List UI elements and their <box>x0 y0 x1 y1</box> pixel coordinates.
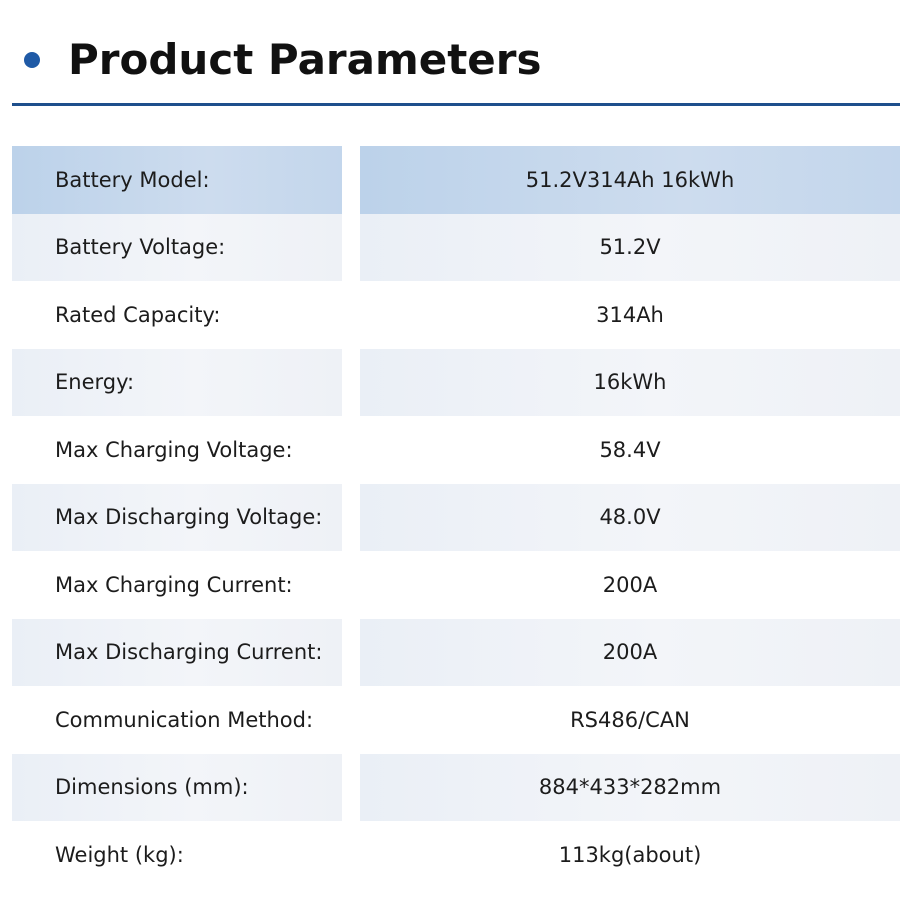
param-label: Energy: <box>12 348 342 416</box>
param-value: 884*433*282mm <box>360 753 900 821</box>
table-row-communication-method: Communication Method: RS486/CAN <box>12 686 900 754</box>
param-value: 113kg(about) <box>558 842 702 867</box>
table-row-max-charging-voltage: Max Charging Voltage: 58.4V <box>12 416 900 484</box>
table-row-max-discharging-voltage: Max Discharging Voltage: 48.0V <box>12 483 900 551</box>
table-row-energy: Energy: 16kWh <box>12 348 900 416</box>
table-row-dimensions: Dimensions (mm): 884*433*282mm <box>12 753 900 821</box>
section-header: Product Parameters <box>0 0 900 108</box>
param-label: Dimensions (mm): <box>12 753 342 821</box>
param-label: Battery Voltage: <box>12 213 342 281</box>
param-label: Rated Capacity: <box>55 302 221 327</box>
header-divider <box>12 103 900 106</box>
bullet-dot-icon <box>24 52 40 68</box>
table-row-rated-capacity: Rated Capacity: 314Ah <box>12 281 900 349</box>
table-row-weight: Weight (kg): 113kg(about) <box>12 821 900 889</box>
param-label: Max Charging Voltage: <box>55 437 293 462</box>
table-row-max-discharging-current: Max Discharging Current: 200A <box>12 618 900 686</box>
param-label: Max Discharging Current: <box>12 618 342 686</box>
param-value: 314Ah <box>596 302 664 327</box>
table-row-max-charging-current: Max Charging Current: 200A <box>12 551 900 619</box>
param-value: 51.2V <box>360 213 900 281</box>
param-label: Communication Method: <box>55 707 314 732</box>
param-value: RS486/CAN <box>570 707 690 732</box>
param-value: 58.4V <box>599 437 661 462</box>
parameters-table: Battery Model: 51.2V314Ah 16kWh Battery … <box>12 146 900 889</box>
table-row-battery-voltage: Battery Voltage: 51.2V <box>12 213 900 281</box>
page-title: Product Parameters <box>68 35 542 84</box>
param-value: 200A <box>360 618 900 686</box>
param-value: 51.2V314Ah 16kWh <box>360 146 900 214</box>
param-label: Battery Model: <box>12 146 342 214</box>
param-value: 200A <box>602 572 658 597</box>
param-value: 48.0V <box>360 483 900 551</box>
param-value: 16kWh <box>360 348 900 416</box>
param-label: Weight (kg): <box>55 842 184 867</box>
param-label: Max Discharging Voltage: <box>12 483 342 551</box>
table-row-battery-model: Battery Model: 51.2V314Ah 16kWh <box>12 146 900 214</box>
param-label: Max Charging Current: <box>55 572 293 597</box>
